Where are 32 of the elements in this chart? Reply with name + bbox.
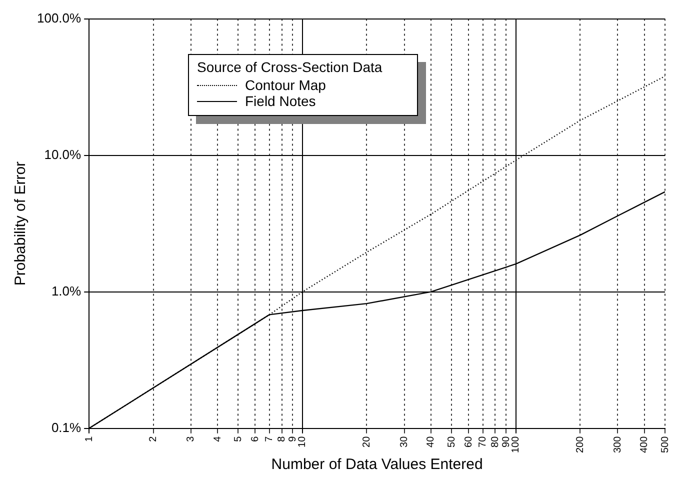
x-tick-label: 70 [478,436,489,448]
x-tick-label: 400 [639,436,650,454]
y-tick-label: 1.0% [51,283,82,298]
x-tick-label: 60 [463,436,474,448]
x-tick-label: 90 [500,436,512,448]
x-tick-label: 500 [660,436,671,454]
x-tick-label: 20 [361,436,372,448]
y-tick-label: 0.1% [51,420,82,435]
x-tick-label: 9 [287,436,298,442]
x-tick-label: 1 [84,436,95,442]
x-tick-label: 300 [612,436,624,454]
x-tick-label: 2 [148,436,160,442]
x-tick-label: 5 [232,436,244,442]
legend-label: Field Notes [245,93,316,109]
x-tick-label: 4 [212,436,224,442]
x-axis-title: Number of Data Values Entered [271,456,483,474]
y-axis-title: Probability of Error [12,161,30,286]
x-tick-label: 8 [276,436,288,442]
x-tick-label: 3 [186,436,197,442]
x-tick-label: 100 [510,436,522,454]
x-tick-label: 50 [446,436,458,448]
y-tick-label: 10.0% [44,146,82,162]
x-tick-label: 10 [297,436,308,448]
x-tick-label: 80 [490,436,501,448]
x-tick-label: 40 [426,436,437,448]
x-tick-label: 200 [574,436,586,454]
x-tick-label: 7 [264,436,276,442]
legend-title: Source of Cross-Section Data [197,59,384,75]
legend-label: Contour Map [245,77,326,93]
x-tick-label: 30 [399,436,410,448]
x-tick-label: 6 [250,436,261,442]
y-tick-label: 100.0% [36,10,82,26]
